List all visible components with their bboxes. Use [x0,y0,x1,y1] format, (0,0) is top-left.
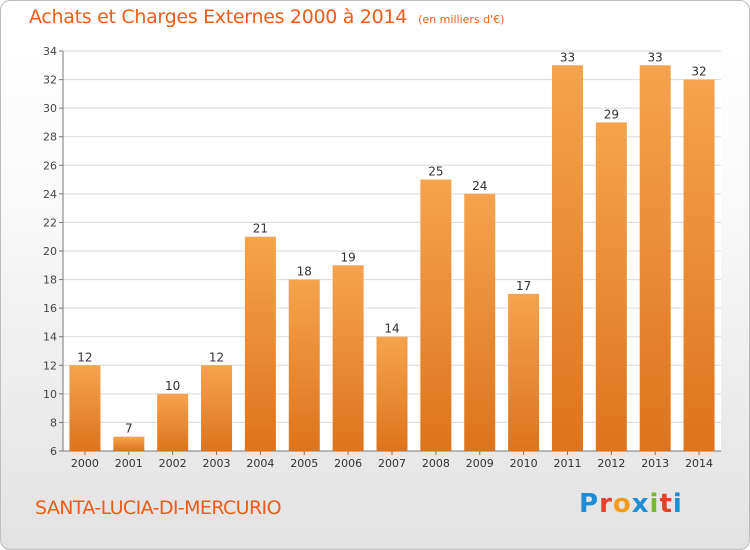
bar-2013 [639,65,671,452]
y-tick-label: 34 [43,45,57,58]
y-tick-label: 18 [43,274,57,287]
y-tick-label: 10 [43,388,57,401]
chart-subtitle: (en milliers d'€) [418,13,505,26]
bar-value-label: 32 [691,65,706,79]
bar-2006 [332,265,364,451]
y-tick-label: 20 [43,245,57,258]
y-tick-label: 14 [43,331,57,344]
logo-letter: t [659,489,673,519]
bar-2008 [420,179,452,452]
bar-2009 [464,193,496,451]
x-tick-label: 2003 [203,457,231,470]
x-tick-label: 2002 [159,457,187,470]
bar-value-label: 14 [384,322,399,336]
bar-2000 [69,365,101,451]
x-tick-label: 2004 [246,457,274,470]
x-tick-label: 2006 [334,457,362,470]
x-tick-label: 2005 [290,457,318,470]
logo-letter: x [631,489,650,519]
chart-title: Achats et Charges Externes 2000 à 2014 [29,6,408,28]
x-tick-label: 2013 [641,457,669,470]
x-tick-label: 2008 [422,457,450,470]
y-tick-label: 30 [43,102,57,115]
x-tick-label: 2012 [597,457,625,470]
proxiti-logo: Proxiti [579,489,683,519]
bar-value-label: 29 [604,107,619,121]
x-tick-label: 2000 [71,457,99,470]
bar-2011 [551,65,583,452]
logo-letter: r [599,489,613,519]
logo-letter: P [579,489,600,519]
commune-name: SANTA-LUCIA-DI-MERCURIO [35,497,282,519]
bar-2010 [508,293,540,451]
bar-2014 [683,79,715,452]
bar-2003 [201,365,233,451]
bar-value-label: 25 [428,165,443,179]
y-tick-label: 16 [43,302,57,315]
bar-2005 [288,279,320,451]
bar-value-label: 17 [516,279,531,293]
y-tick-label: 8 [50,416,57,429]
x-tick-label: 2009 [466,457,494,470]
bar-2004 [244,236,276,451]
bar-value-label: 18 [297,265,312,279]
bar-value-label: 12 [209,350,224,364]
x-tick-label: 2010 [510,457,538,470]
bar-2001 [113,436,145,451]
bar-value-label: 19 [340,250,355,264]
logo-letter: i [672,489,683,519]
y-tick-label: 6 [50,445,57,458]
bar-2007 [376,336,408,451]
y-tick-label: 24 [43,188,57,201]
bar-value-label: 21 [253,222,268,236]
x-tick-label: 2001 [115,457,143,470]
title-row: Achats et Charges Externes 2000 à 2014 (… [29,6,504,28]
y-tick-label: 28 [43,131,57,144]
y-tick-label: 22 [43,216,57,229]
logo-letter: o [612,489,632,519]
x-tick-label: 2011 [553,457,581,470]
y-tick-label: 26 [43,159,57,172]
bar-value-label: 10 [165,379,180,393]
bar-value-label: 7 [125,422,133,436]
bar-value-label: 33 [560,50,575,64]
x-tick-label: 2007 [378,457,406,470]
bar-2002 [157,393,189,451]
bar-value-label: 33 [648,50,663,64]
x-tick-label: 2014 [685,457,713,470]
bar-2012 [595,122,627,451]
y-tick-label: 32 [43,74,57,87]
bar-value-label: 12 [77,350,92,364]
logo-letter: i [649,489,660,519]
y-tick-label: 12 [43,359,57,372]
bar-value-label: 24 [472,179,487,193]
